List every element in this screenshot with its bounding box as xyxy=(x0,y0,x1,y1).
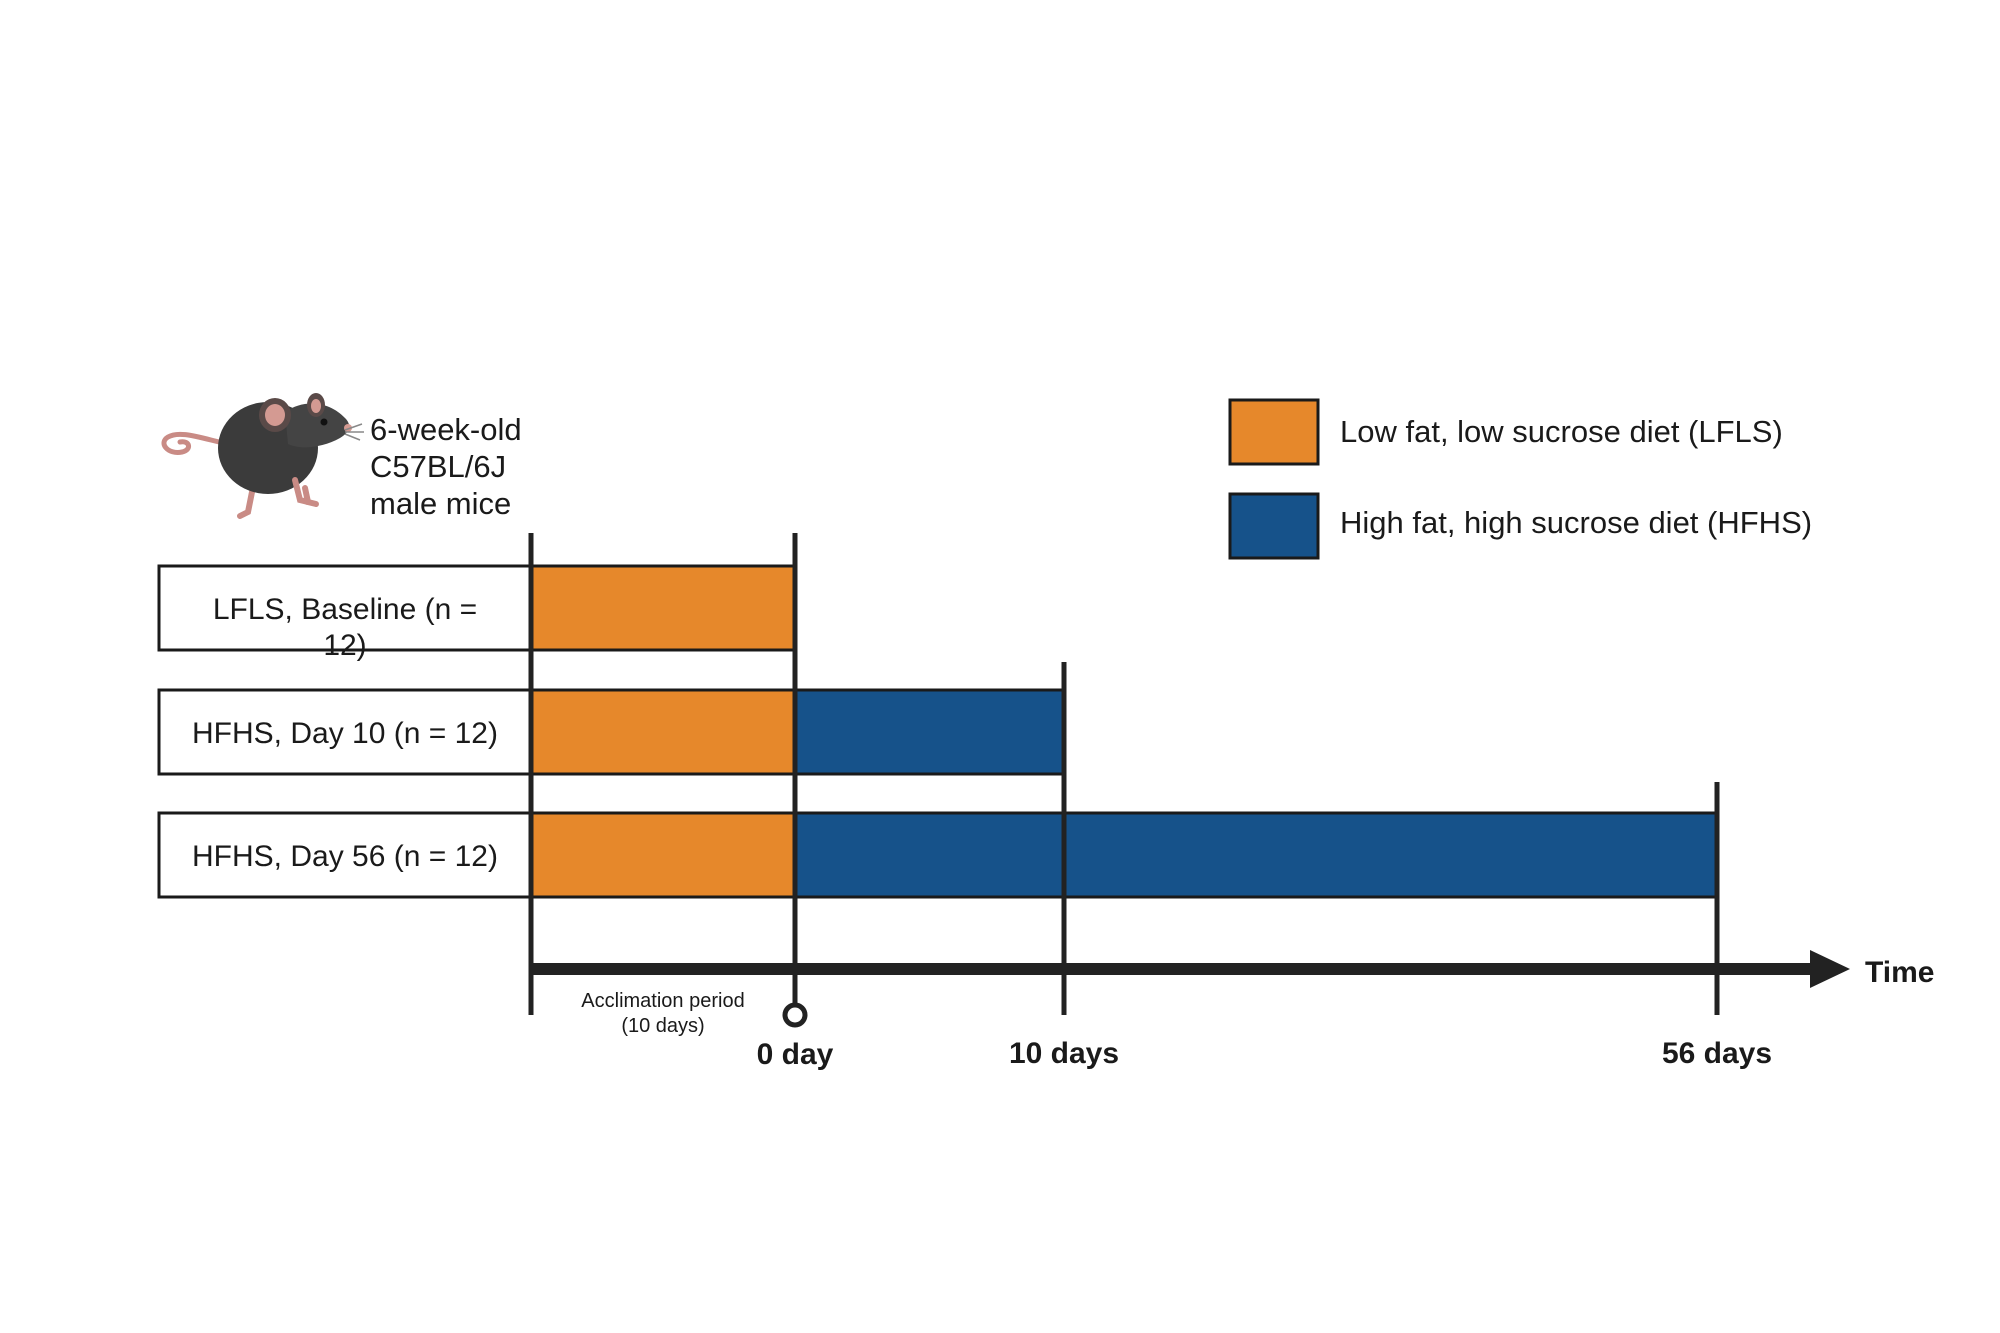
legend-label-lfls: Low fat, low sucrose diet (LFLS) xyxy=(1340,414,1783,449)
time-axis-label: Time xyxy=(1865,956,1934,989)
acclimation-label-line-2: (10 days) xyxy=(621,1015,704,1037)
bar-lfls-acclimation xyxy=(529,564,797,652)
bar-hfhs-diet xyxy=(793,688,1066,776)
bar-hfhs-diet xyxy=(793,811,1719,899)
tick-label-day-0: 0 day xyxy=(757,1038,834,1071)
tick-label-day-10: 10 days xyxy=(1009,1037,1119,1070)
subject-line-1: 6-week-old xyxy=(370,412,522,447)
timepoint-markers xyxy=(528,533,1720,1015)
subject-line-2: C57BL/6J xyxy=(370,449,506,484)
group-label-line-1: HFHS, Day 10 (n = 12) xyxy=(192,717,498,750)
legend-swatch-lfls xyxy=(1228,398,1320,466)
group-label-line-1: LFLS, Baseline (n = xyxy=(213,593,477,626)
subject-description: 6-week-old C57BL/6J male mice xyxy=(370,412,522,521)
legend-label-hfhs: High fat, high sucrose diet (HFHS) xyxy=(1340,505,1812,540)
legend: Low fat, low sucrose diet (LFLS) High fa… xyxy=(1228,398,1812,560)
acclimation-label-line-1: Acclimation period xyxy=(581,990,744,1012)
bar-lfls-acclimation xyxy=(529,688,797,776)
group-row-hfhs-day56: HFHS, Day 56 (n = 12) xyxy=(157,811,1719,899)
timeline-labels: Acclimation period (10 days) 0 day 10 da… xyxy=(581,990,1772,1071)
legend-swatch-hfhs xyxy=(1228,492,1320,560)
mouse-icon xyxy=(161,393,364,519)
tick-label-day-56: 56 days xyxy=(1662,1037,1772,1070)
day-0-circle-marker xyxy=(782,1002,808,1028)
group-label-line-1: HFHS, Day 56 (n = 12) xyxy=(192,840,498,873)
group-label-line-2: 12) xyxy=(323,629,366,662)
group-rows: LFLS, Baseline (n = 12) HFHS, Day 10 (n … xyxy=(157,564,1719,899)
bar-lfls-acclimation xyxy=(529,811,797,899)
time-axis: Time xyxy=(531,950,1934,1028)
subject-line-3: male mice xyxy=(370,486,511,521)
group-label-box xyxy=(157,688,533,776)
group-label-box xyxy=(157,811,533,899)
group-row-lfls-baseline: LFLS, Baseline (n = 12) xyxy=(157,564,797,662)
time-axis-arrowhead xyxy=(1810,950,1850,988)
group-row-hfhs-day10: HFHS, Day 10 (n = 12) xyxy=(157,688,1066,776)
